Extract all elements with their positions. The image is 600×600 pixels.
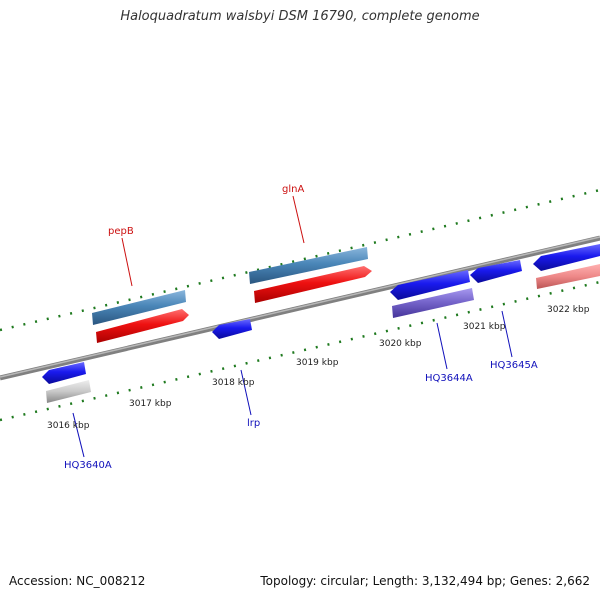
HQ3645A-leader (501, 310, 513, 358)
scale-label-3021: 3021 kbp (463, 322, 506, 332)
pepB-label[interactable]: pepB (108, 226, 134, 237)
edge-cds-arrow[interactable] (533, 244, 600, 271)
glnA-cds-arrow[interactable] (254, 266, 372, 303)
scale-label-3019: 3019 kbp (296, 358, 339, 368)
edge-pink-bar[interactable] (536, 264, 600, 289)
pepB-cds-arrow[interactable] (96, 309, 189, 343)
genome-backbone-highlight (0, 236, 600, 378)
HQ3644A-cds-arrow[interactable] (390, 270, 470, 300)
scale-label-3020: 3020 kbp (379, 339, 422, 349)
HQ3645A-label[interactable]: HQ3645A (490, 360, 538, 371)
HQ3640A-pseudo-bar[interactable] (46, 380, 91, 403)
pepB-gene-bar[interactable] (92, 290, 186, 325)
page-title: Haloquadratum walsbyi DSM 16790, complet… (120, 9, 480, 24)
scale-label-3022: 3022 kbp (547, 305, 590, 315)
HQ3644A-rna-bar[interactable] (392, 288, 474, 318)
scale-label-3018: 3018 kbp (212, 378, 255, 388)
pepB-leader (121, 237, 133, 287)
lrp-label[interactable]: lrp (247, 418, 260, 429)
glnA-gene-bar[interactable] (249, 247, 368, 284)
glnA-label[interactable]: glnA (282, 184, 304, 195)
HQ3640A-leader (72, 412, 85, 458)
HQ3644A-label[interactable]: HQ3644A (425, 373, 473, 384)
scale-label-3016: 3016 kbp (47, 421, 90, 431)
lrp-cds-arrow[interactable] (212, 319, 252, 339)
HQ3640A-cds-arrow[interactable] (42, 362, 86, 384)
glnA-leader (292, 195, 305, 244)
genome-backbone (0, 235, 600, 381)
topology-label: Topology: circular; Length: 3,132,494 bp… (260, 574, 590, 588)
scale-label-3017: 3017 kbp (129, 399, 172, 409)
reverse-tick-track (0, 280, 600, 422)
accession-label: Accession: NC_008212 (9, 574, 146, 588)
lrp-leader (240, 369, 252, 416)
HQ3645A-cds-arrow[interactable] (470, 260, 522, 283)
HQ3640A-label[interactable]: HQ3640A (64, 460, 112, 471)
HQ3644A-leader (436, 322, 448, 370)
